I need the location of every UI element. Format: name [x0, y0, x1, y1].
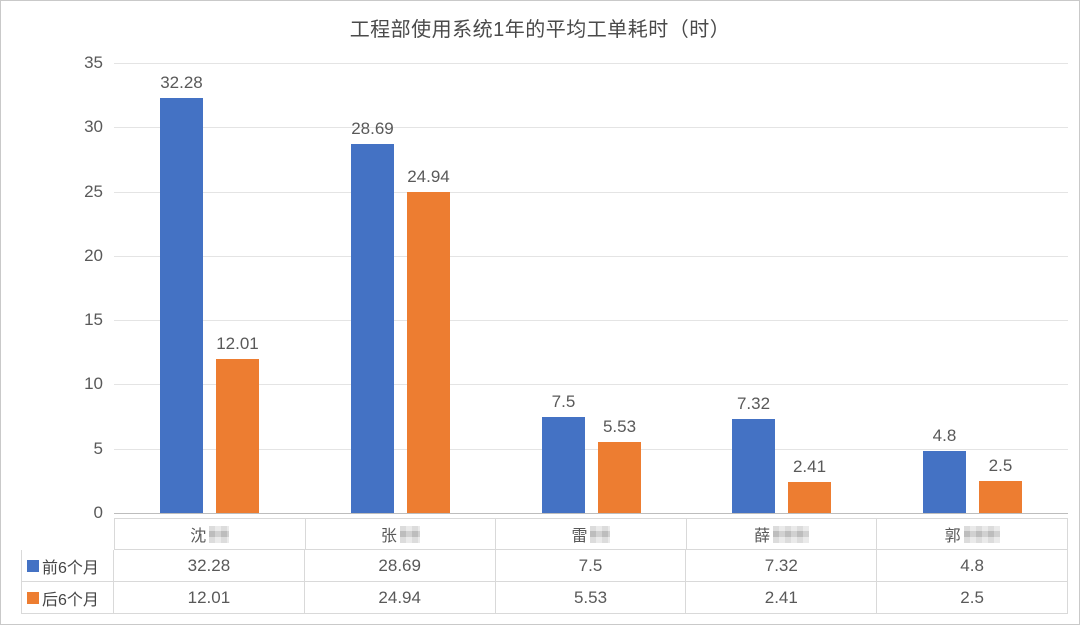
category-label: 张: [380, 528, 397, 545]
table-value-cell: 28.69: [304, 550, 496, 582]
gridline-15: [114, 320, 1068, 321]
legend-swatch-icon: [27, 591, 39, 604]
redacted-name-mosaic: [209, 525, 230, 543]
bar-后6个月-薛: [788, 482, 831, 513]
bar-前6个月-郭: [923, 451, 966, 513]
category-cell: 郭: [877, 518, 1068, 550]
table-value-cell: 2.5: [877, 582, 1068, 614]
table-value-cell: 32.28: [114, 550, 305, 582]
data-table: 沈 张 雷 薛 郭前6个月 32.28 28.69 7.5 7.32 4.8 后6个月 12.01 24…: [21, 518, 1068, 614]
y-axis-tick-label: 15: [84, 310, 103, 329]
legend-series-label: 前6个月: [42, 559, 99, 577]
redacted-name-mosaic: [773, 525, 810, 543]
bar-value-label: 28.69: [351, 119, 394, 138]
chart-title: 工程部使用系统1年的平均工单耗时（时）: [349, 19, 731, 41]
table-value-cell: 5.53: [495, 582, 687, 614]
category-cell: 张: [305, 518, 497, 550]
table-corner-spacer: [21, 518, 114, 550]
bar-前6个月-张: [351, 144, 394, 513]
legend-cell: 前6个月: [21, 550, 114, 582]
category-label: 薛: [754, 528, 771, 545]
category-label: 雷: [571, 528, 588, 545]
table-value-cell: 12.01: [114, 582, 305, 614]
gridline-0: [114, 513, 1068, 514]
bar-后6个月-郭: [979, 481, 1022, 513]
y-axis-tick-label: 25: [84, 182, 103, 201]
y-axis-tick-label: 10: [84, 374, 103, 393]
gridline-30: [114, 127, 1068, 128]
y-axis-tick-label: 35: [84, 53, 103, 72]
gridline-10: [114, 384, 1068, 385]
bar-value-label: 4.8: [932, 426, 957, 445]
table-row: 前6个月 32.28 28.69 7.5 7.32 4.8: [21, 550, 1068, 582]
category-cell: 沈: [114, 518, 306, 550]
bar-value-label: 2.5: [988, 456, 1013, 475]
gridline-20: [114, 256, 1068, 257]
category-label: 沈: [190, 528, 207, 545]
bar-后6个月-沈: [216, 359, 259, 513]
bar-前6个月-沈: [160, 98, 203, 513]
bar-value-label: 32.28: [160, 73, 203, 92]
table-row: 后6个月 12.01 24.94 5.53 2.41 2.5: [21, 582, 1068, 614]
y-axis-tick-label: 20: [84, 246, 103, 265]
gridline-25: [114, 192, 1068, 193]
table-row: 沈张雷薛郭: [21, 518, 1068, 550]
redacted-name-mosaic: [399, 525, 420, 543]
redacted-name-mosaic: [590, 525, 611, 543]
table-value-cell: 4.8: [877, 550, 1068, 582]
gridline-35: [114, 63, 1068, 64]
table-value-cell: 24.94: [304, 582, 496, 614]
bar-value-label: 7.32: [736, 394, 771, 413]
y-axis-tick-label: 0: [93, 503, 103, 522]
table-value-cell: 2.41: [686, 582, 878, 614]
bar-value-label: 2.41: [792, 457, 827, 476]
bar-value-label: 24.94: [407, 167, 450, 186]
legend-swatch-icon: [27, 559, 39, 572]
bar-后6个月-雷: [598, 442, 641, 513]
category-cell: 薛: [686, 518, 878, 550]
category-label: 郭: [944, 528, 961, 545]
legend-series-label: 后6个月: [42, 591, 99, 609]
table-value-cell: 7.5: [495, 550, 687, 582]
bar-value-label: 5.53: [602, 417, 637, 436]
bar-前6个月-薛: [732, 419, 775, 513]
bar-value-label: 12.01: [216, 334, 259, 353]
gridline-5: [114, 449, 1068, 450]
category-cell: 雷: [496, 518, 687, 550]
y-axis-tick-label: 5: [93, 439, 103, 458]
redacted-name-mosaic: [963, 525, 1000, 543]
bar-前6个月-雷: [542, 417, 585, 513]
legend-cell: 后6个月: [21, 582, 114, 614]
bar-value-label: 7.5: [551, 392, 576, 411]
table-value-cell: 7.32: [686, 550, 878, 582]
y-axis-tick-label: 30: [84, 117, 103, 136]
bar-后6个月-张: [407, 192, 450, 513]
